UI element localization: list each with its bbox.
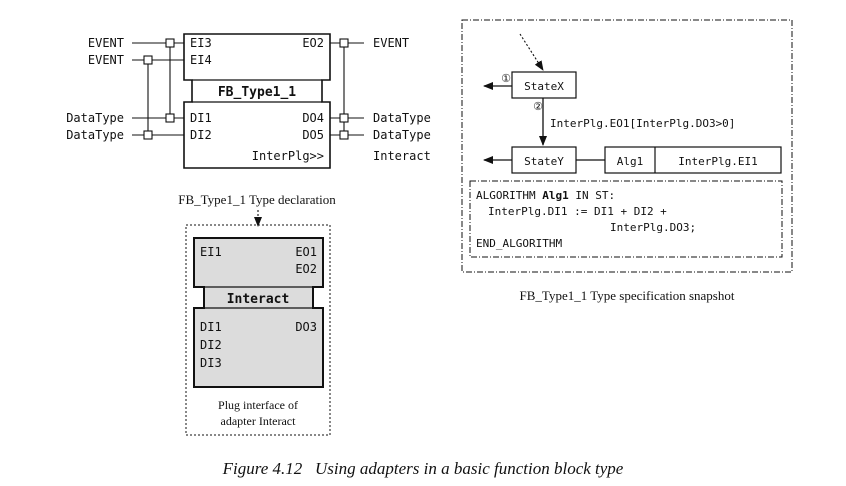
right-with-markers [339,38,349,140]
adapter-caption-line1: Plug interface of [218,398,298,412]
spec-frame [461,19,793,273]
action-event: InterPlg.EI1 [678,155,757,168]
adapter-event-out-1: EO1 [295,245,317,259]
state-y-label: StateY [524,155,564,168]
algorithm-line2: InterPlg.DI1 := DI1 + DI2 + [488,205,667,218]
fb-event-in-2: EI4 [190,53,212,67]
marker-1: ① [501,73,511,85]
fb-event-in-1: EI3 [190,36,212,50]
algorithm-language: IN ST: [575,189,615,202]
spec-snapshot: StateX ① ② InterPlg.EO1[InterPlg.DO3>0] … [461,19,793,303]
fb-data-out-2: DO5 [302,128,324,142]
fb-type1-block: EI3 EI4 EO2 FB_Type1_1 DI1 DI2 DO4 DO5 I… [66,33,431,207]
fb-data-out-1: DO4 [302,111,324,125]
action-algorithm: Alg1 [617,155,644,168]
left-label-event-1: EVENT [88,36,124,50]
left-connections [132,42,184,136]
adapter-dotted-frame [185,224,331,436]
adapter-event-in-1: EI1 [200,245,222,259]
adapter-name: Interact [227,292,290,307]
state-x-box [511,71,577,99]
right-label-interact: Interact [373,149,431,163]
fb-data-in-1: DI1 [190,111,212,125]
fb-event-out-1: EO2 [302,36,324,50]
adapter-data-out-1: DO3 [295,320,317,334]
left-label-event-2: EVENT [88,53,124,67]
marker-2: ② [533,101,543,113]
left-with-markers [143,38,175,140]
adapter-caption-line2: adapter Interact [221,414,297,428]
spec-caption: FB_Type1_1 Type specification snapshot [520,288,735,303]
adapter-event-out-2: EO2 [295,262,317,276]
algorithm-name: Alg1 [542,189,569,202]
algorithm-line4: END_ALGORITHM [476,237,562,250]
state-x-label: StateX [524,80,564,93]
figure-caption: Figure 4.12 Using adapters in a basic fu… [222,459,624,478]
initial-arrow [519,33,544,71]
right-label-data-2: DataType [373,128,431,142]
adapter-interact: EI1 EO1 EO2 Interact DI1 DI2 DI3 DO3 Plu… [185,224,331,436]
left-label-data-1: DataType [66,111,124,125]
adapter-data-in-3: DI3 [200,356,222,370]
action-box [604,146,782,174]
adapter-data-in-2: DI2 [200,338,222,352]
fb-block-name: FB_Type1_1 [218,85,296,100]
algorithm-line3: InterPlg.DO3; [610,221,696,234]
algorithm-box [469,180,783,258]
fb-plug-label: InterPlg>> [252,149,324,163]
adapter-data-in-1: DI1 [200,320,222,334]
fb-data-in-2: DI2 [190,128,212,142]
right-label-data-1: DataType [373,111,431,125]
algorithm-keyword: ALGORITHM [476,189,536,202]
algorithm-line1: ALGORITHM Alg1 IN ST: [476,189,615,202]
transition-condition: InterPlg.EO1[InterPlg.DO3>0] [550,117,735,130]
right-label-event-1: EVENT [373,36,409,50]
left-label-data-2: DataType [66,128,124,142]
fb-declaration-caption: FB_Type1_1 Type declaration [178,192,336,207]
